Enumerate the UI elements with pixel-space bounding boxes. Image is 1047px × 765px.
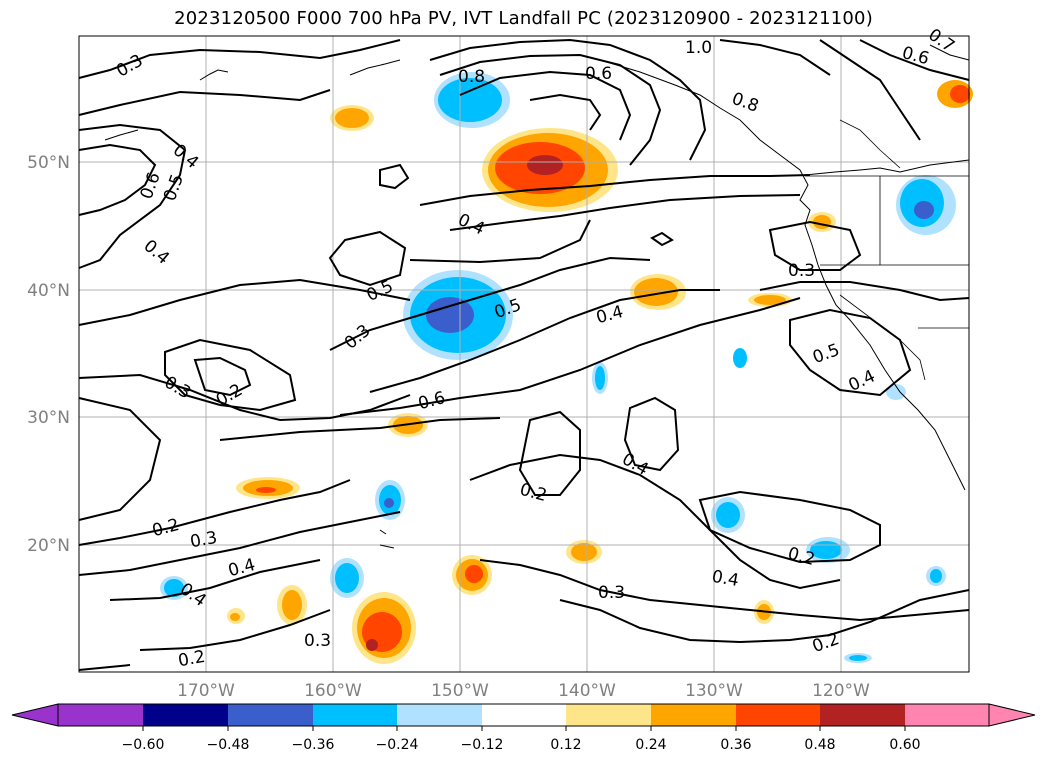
colorbar-tick-label: −0.12 (461, 737, 504, 753)
colorbar-segment (820, 704, 905, 726)
colorbar-segment (905, 704, 989, 726)
lat-tick-label: 20°N (27, 536, 70, 556)
colorbar-tick-label: 0.60 (889, 737, 920, 753)
colorbar-segment (143, 704, 228, 726)
colorbar-tick-label: 0.24 (635, 737, 666, 753)
colorbar-tick-label: −0.36 (292, 737, 335, 753)
colorbar-segment (397, 704, 482, 726)
lat-tick-label: 30°N (27, 408, 70, 428)
colorbar-tick-label: 0.12 (550, 737, 581, 753)
lon-tick-label: 150°W (431, 681, 489, 701)
negative-anomaly-patches (160, 72, 956, 663)
colorbar-tick-label: −0.60 (122, 737, 165, 753)
longitude-axis: 170°W 160°W 150°W 140°W 130°W 120°W (177, 681, 870, 701)
map-title: 2023120500 F000 700 hPa PV, IVT Landfall… (174, 8, 873, 29)
lat-tick-label: 50°N (27, 153, 70, 173)
contour-label: 0.2 (177, 647, 207, 671)
contour-label: 0.3 (788, 261, 815, 281)
positive-anomaly-patches (227, 80, 973, 664)
map-panel: 0.3 0.8 0.6 1.0 0.8 0.6 0.7 0.4 0.5 0.6 … (78, 25, 973, 673)
colorbar-segment (651, 704, 736, 726)
contour-label: 1.0 (685, 38, 712, 58)
colorbar-extend-min (11, 703, 59, 727)
colorbar-segment (228, 704, 313, 726)
contour-label: 0.6 (585, 64, 612, 84)
colorbar: −0.60 −0.48 −0.36 −0.24 −0.12 0.12 0.24 … (11, 703, 1036, 753)
contour-label: 0.3 (304, 631, 331, 651)
lon-tick-label: 170°W (177, 681, 235, 701)
lon-tick-label: 160°W (304, 681, 362, 701)
contour-lines (78, 38, 970, 671)
contour-label: 0.8 (458, 67, 485, 87)
colorbar-segment (736, 704, 820, 726)
gridlines (79, 36, 969, 672)
colorbar-tick-label: 0.36 (720, 737, 751, 753)
contour-label: 0.3 (189, 528, 219, 552)
lon-tick-label: 140°W (558, 681, 616, 701)
colorbar-tick-label: −0.48 (207, 737, 250, 753)
colorbar-segment (482, 704, 566, 726)
lon-tick-label: 130°W (685, 681, 743, 701)
colorbar-tick-label: 0.48 (804, 737, 835, 753)
latitude-axis: 50°N 40°N 30°N 20°N (27, 153, 70, 556)
coastlines (104, 44, 970, 549)
lon-tick-label: 120°W (812, 681, 870, 701)
colorbar-segment (566, 704, 651, 726)
contour-label: 0.4 (710, 567, 740, 591)
colorbar-tick-label: −0.24 (376, 737, 419, 753)
colorbar-segment (313, 704, 397, 726)
contour-label: 0.3 (598, 583, 625, 603)
colorbar-extend-max (988, 703, 1036, 727)
colorbar-segment (58, 704, 143, 726)
lat-tick-label: 40°N (27, 281, 70, 301)
